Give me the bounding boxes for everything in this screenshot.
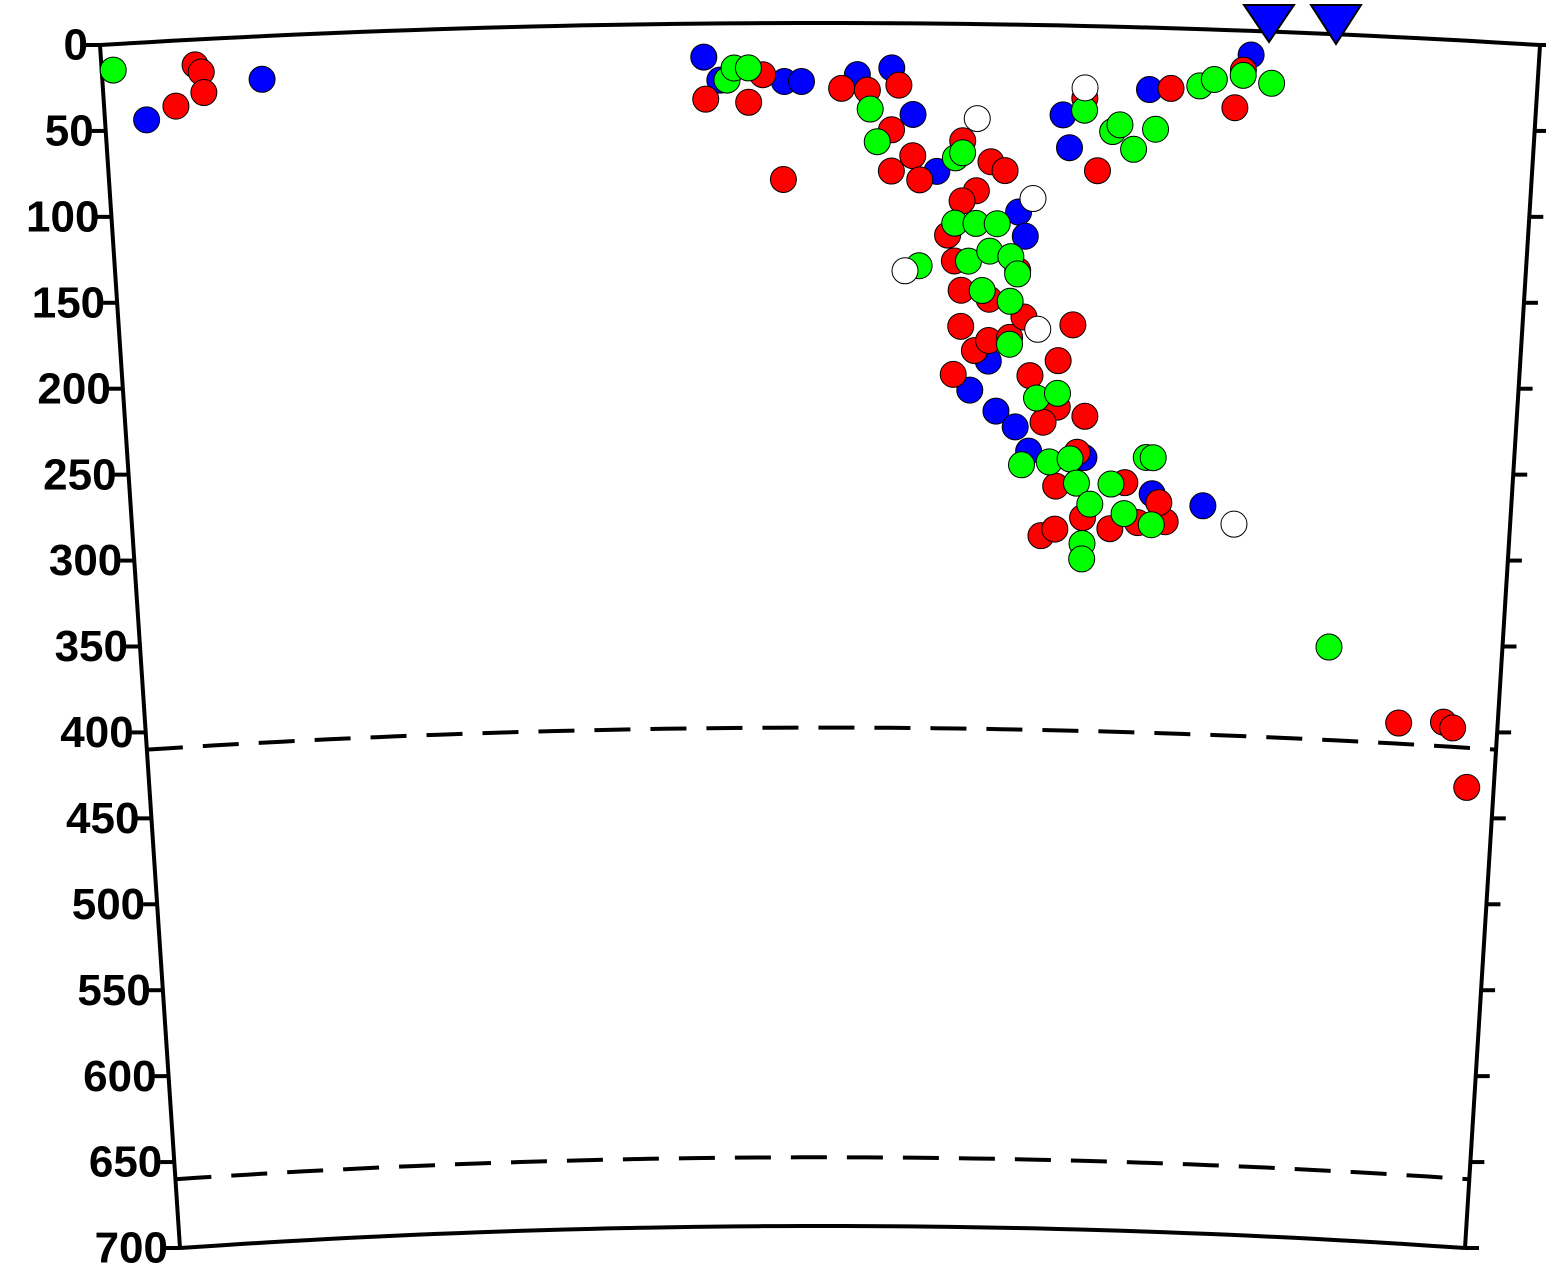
- event-point: [1068, 545, 1096, 573]
- event-point: [1029, 408, 1057, 436]
- event-point: [1120, 135, 1148, 163]
- event-point: [690, 43, 718, 71]
- y-tick-label: 650: [89, 1138, 162, 1187]
- event-point: [1044, 379, 1072, 407]
- event-point: [899, 100, 927, 128]
- event-point: [1007, 451, 1035, 479]
- event-point: [983, 210, 1011, 238]
- event-point: [1258, 69, 1286, 97]
- y-tick-label: 400: [60, 708, 133, 757]
- event-point: [99, 56, 127, 84]
- event-point: [1016, 362, 1044, 390]
- event-point: [1056, 134, 1084, 162]
- y-tick-label: 100: [26, 192, 99, 241]
- event-point: [1083, 157, 1111, 185]
- event-point: [1071, 402, 1099, 430]
- event-point: [190, 79, 218, 107]
- y-tick-label: 550: [77, 966, 150, 1015]
- event-point: [248, 65, 276, 93]
- event-point: [863, 128, 891, 156]
- y-tick-label: 450: [66, 794, 139, 843]
- event-point: [1137, 511, 1165, 539]
- event-point: [1139, 444, 1167, 472]
- discontinuity-line: [175, 1155, 1470, 1182]
- event-point: [1044, 347, 1072, 375]
- event-point: [162, 92, 190, 120]
- event-point: [1315, 633, 1343, 661]
- event-point: [949, 139, 977, 167]
- event-point: [891, 257, 919, 285]
- event-point: [769, 165, 797, 193]
- event-point: [1041, 515, 1069, 543]
- event-point: [1142, 115, 1170, 143]
- event-point: [1004, 260, 1032, 288]
- event-point: [1019, 185, 1047, 213]
- event-point: [906, 166, 934, 194]
- event-point: [1157, 74, 1185, 102]
- event-point: [1106, 111, 1134, 139]
- event-point: [1220, 510, 1248, 538]
- frame-bottom: [179, 1224, 1466, 1250]
- event-point: [1229, 61, 1257, 89]
- event-point: [947, 312, 975, 340]
- y-tick-label: 300: [49, 536, 122, 585]
- event-point: [963, 105, 991, 133]
- event-point: [856, 95, 884, 123]
- station-marker: [1242, 4, 1296, 44]
- event-point: [1001, 413, 1029, 441]
- event-point: [996, 330, 1024, 358]
- y-tick-label: 150: [32, 278, 105, 327]
- y-tick-label: 600: [83, 1052, 156, 1101]
- event-point: [996, 287, 1024, 315]
- y-tick-label: 700: [95, 1224, 168, 1273]
- y-tick-label: 350: [55, 622, 128, 671]
- event-point: [1453, 773, 1481, 801]
- event-point: [1076, 490, 1104, 518]
- event-point: [734, 54, 762, 82]
- event-point: [1200, 65, 1228, 93]
- event-point: [1385, 709, 1413, 737]
- event-point: [1011, 222, 1039, 250]
- y-tick-label: 200: [37, 364, 110, 413]
- event-point: [1059, 311, 1087, 339]
- y-tick-label: 50: [45, 107, 94, 156]
- event-point: [133, 106, 161, 134]
- event-point: [692, 85, 720, 113]
- event-point: [885, 71, 913, 99]
- event-point: [939, 360, 967, 388]
- event-point: [968, 277, 996, 305]
- event-point: [1439, 714, 1467, 742]
- event-point: [991, 157, 1019, 185]
- event-point: [735, 88, 763, 116]
- event-point: [828, 74, 856, 102]
- event-point: [1056, 445, 1084, 473]
- event-point: [877, 157, 905, 185]
- y-tick-label: 250: [43, 450, 116, 499]
- event-point: [1097, 470, 1125, 498]
- event-point: [1071, 74, 1099, 102]
- event-point: [787, 67, 815, 95]
- event-point: [1221, 94, 1249, 122]
- event-point: [1189, 492, 1217, 520]
- station-marker: [1309, 4, 1363, 46]
- event-point: [956, 376, 984, 404]
- frame-top: [99, 21, 1541, 47]
- event-point: [899, 142, 927, 170]
- event-point: [1024, 315, 1052, 343]
- y-tick-label: 500: [72, 880, 145, 929]
- y-tick-label: 0: [64, 21, 88, 70]
- event-point: [1110, 500, 1138, 528]
- event-point: [982, 397, 1010, 425]
- event-point: [1062, 469, 1090, 497]
- discontinuity-line: [146, 725, 1497, 752]
